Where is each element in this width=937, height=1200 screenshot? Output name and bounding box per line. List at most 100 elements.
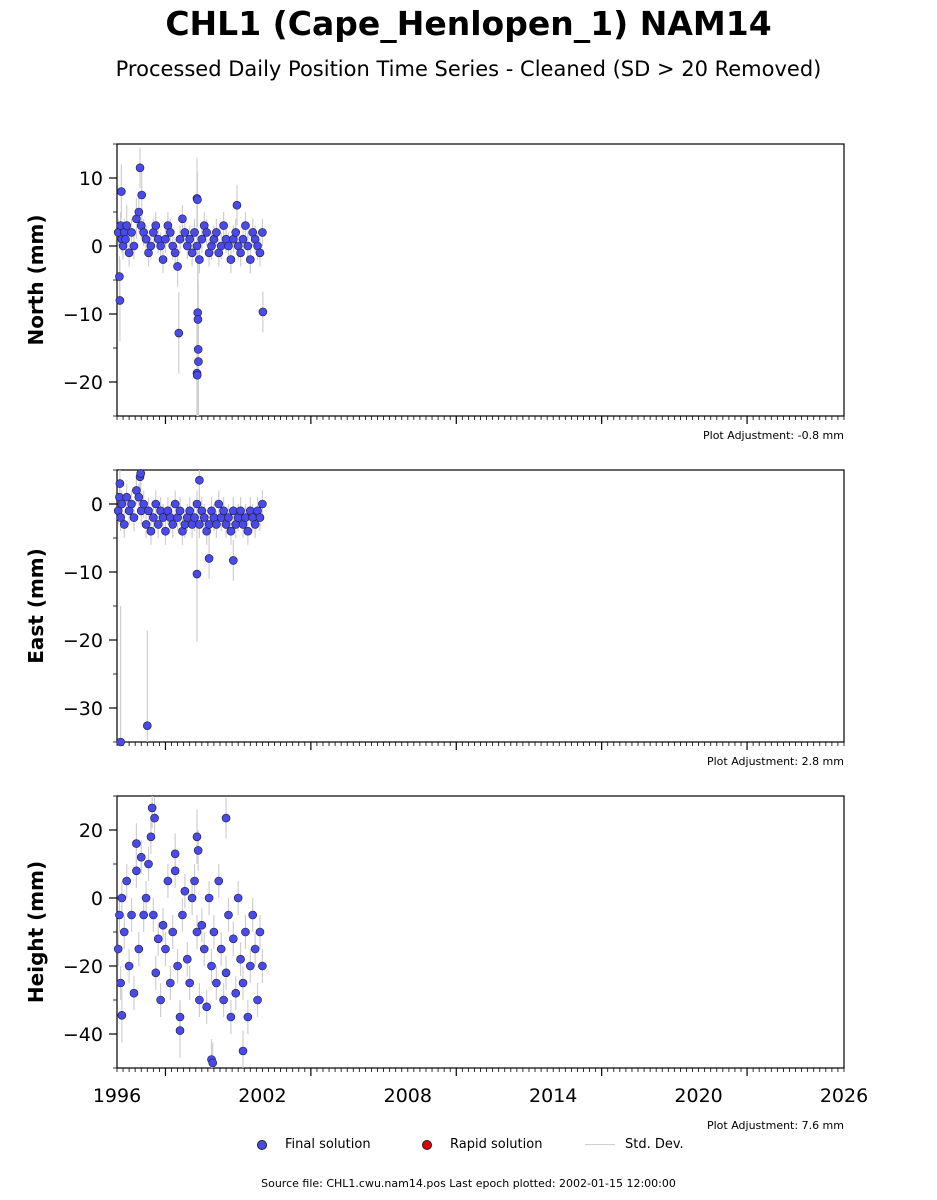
plot-frame — [116, 143, 845, 417]
data-point — [236, 248, 245, 258]
data-point — [170, 499, 180, 509]
x-tick-label: 2002 — [238, 1085, 286, 1107]
x-tick-label: 2026 — [820, 1085, 868, 1107]
y-tick-label: 0 — [91, 236, 103, 258]
data-point — [231, 228, 241, 237]
y-tick-label: −10 — [63, 304, 103, 326]
y-axis-label: Height (mm) — [24, 861, 48, 1003]
data-point — [219, 221, 228, 230]
data-point — [119, 927, 129, 937]
data-point — [137, 190, 147, 200]
data-point — [224, 513, 233, 522]
legend-std-label: Std. Dev. — [625, 1137, 684, 1152]
data-point — [226, 526, 236, 536]
data-point — [153, 520, 163, 529]
data-point — [190, 228, 199, 237]
data-point — [153, 934, 163, 944]
data-point — [168, 927, 178, 937]
data-point — [185, 978, 194, 988]
data-point — [212, 520, 221, 529]
data-point — [175, 1012, 185, 1022]
data-point — [187, 893, 197, 903]
data-point — [236, 506, 245, 516]
data-point — [144, 859, 153, 869]
data-point — [149, 513, 158, 522]
data-point — [151, 221, 161, 230]
data-point — [150, 813, 159, 823]
y-tick-label: −20 — [63, 372, 103, 394]
x-tick-label: 2014 — [529, 1085, 577, 1107]
data-point — [255, 927, 265, 937]
data-point — [192, 370, 202, 380]
data-point — [229, 506, 238, 516]
y-tick-label: −40 — [63, 1024, 103, 1046]
data-point — [166, 978, 175, 988]
data-point — [180, 228, 190, 237]
height-panel: 20 0 −20 −40 Height (mm) 1996 2002 2008 2014 2020… — [24, 795, 868, 1107]
data-point — [221, 968, 231, 978]
data-point — [124, 248, 134, 258]
data-point — [113, 944, 123, 954]
x-tick-label: 1996 — [93, 1085, 141, 1107]
east-adjustment: Plot Adjustment: 2.8 mm — [706, 755, 844, 768]
data-point — [192, 569, 202, 579]
data-point — [231, 988, 241, 998]
y-axis-label: East (mm) — [24, 548, 48, 664]
data-point — [156, 995, 165, 1005]
north-adjustment: Plot Adjustment: -0.8 mm — [703, 429, 844, 442]
data-point — [214, 499, 224, 509]
y-tick-label: 0 — [91, 888, 103, 910]
data-point — [117, 499, 127, 509]
data-point — [192, 499, 202, 509]
data-point — [178, 910, 187, 920]
data-point — [158, 513, 168, 522]
data-point — [158, 255, 168, 264]
data-point — [175, 234, 185, 244]
data-point — [243, 526, 253, 536]
data-point — [170, 248, 180, 258]
data-point — [168, 520, 178, 529]
data-point — [175, 506, 185, 516]
data-point — [134, 492, 144, 502]
data-point — [258, 228, 267, 237]
data-point — [219, 995, 228, 1005]
data-point — [180, 886, 190, 896]
data-point — [151, 499, 161, 509]
data-point — [243, 241, 253, 251]
data-point — [195, 520, 204, 529]
data-point — [193, 195, 202, 205]
data-point — [124, 961, 134, 971]
data-point — [185, 506, 194, 516]
data-point — [129, 513, 139, 522]
data-point — [178, 214, 187, 224]
y-tick-label: −20 — [63, 630, 103, 652]
data-point — [208, 1058, 218, 1068]
data-point — [127, 228, 136, 237]
chart-subtitle: Processed Daily Position Time Series - C… — [115, 57, 822, 81]
data-point — [170, 849, 180, 859]
data-point — [195, 255, 204, 264]
data-point — [119, 520, 129, 529]
data-point — [175, 1026, 185, 1035]
data-point — [139, 499, 148, 509]
data-point — [193, 315, 203, 324]
data-point — [238, 978, 248, 988]
x-tick-label: 2020 — [674, 1085, 722, 1107]
data-point — [258, 307, 268, 317]
data-point — [142, 721, 152, 730]
data-point — [132, 866, 141, 876]
east-panel: 0 −10 −20 −30 East (mm) — [24, 469, 845, 750]
data-point — [166, 228, 175, 237]
data-point — [199, 944, 209, 954]
y-tick-label: −10 — [63, 562, 103, 584]
data-point — [241, 927, 250, 937]
data-point — [190, 876, 199, 886]
north-panel: 10 0 −10 −20 North (mm) — [24, 143, 845, 424]
data-point — [122, 876, 131, 886]
data-point — [204, 520, 214, 529]
data-point — [115, 296, 125, 305]
data-point — [216, 241, 226, 251]
legend-std: Std. Dev. — [585, 1137, 684, 1152]
data-point — [229, 556, 238, 565]
data-point — [170, 866, 180, 876]
